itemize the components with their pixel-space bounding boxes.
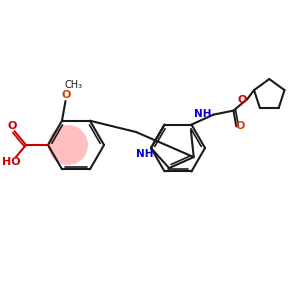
Text: O: O [8,121,17,131]
Text: HO: HO [2,157,21,167]
Text: CH₃: CH₃ [64,80,82,90]
Text: NH: NH [136,149,154,159]
Circle shape [48,125,88,165]
Text: O: O [236,122,245,131]
Text: O: O [62,90,71,100]
Text: NH: NH [194,109,211,118]
Text: O: O [238,95,247,105]
